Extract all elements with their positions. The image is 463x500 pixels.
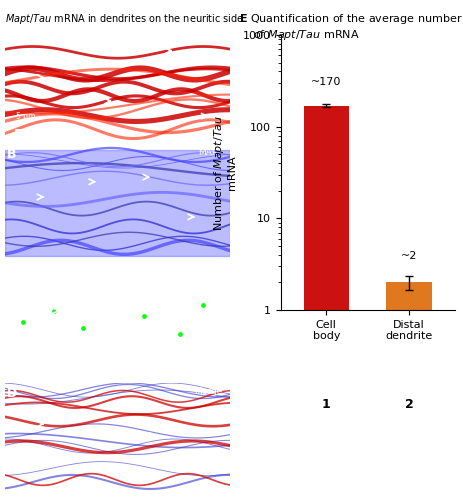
Text: A: A	[7, 28, 17, 42]
Text: Merge: Merge	[194, 386, 222, 396]
Y-axis label: Number of $\it{Mapt/Tau}$
mRNA: Number of $\it{Mapt/Tau}$ mRNA	[212, 114, 237, 230]
Text: 2: 2	[404, 398, 413, 411]
Bar	[386, 282, 431, 500]
Text: $\it{Mapt/Tau}$ mRNA in dendrites on the neuritic side: $\it{Mapt/Tau}$ mRNA in dendrites on the…	[5, 12, 244, 26]
Text: D: D	[7, 386, 17, 400]
Text: MAPT: MAPT	[198, 148, 222, 157]
Bar	[303, 106, 348, 500]
Text: B: B	[7, 148, 16, 161]
Text: ~170: ~170	[310, 77, 341, 87]
Text: MAP2: MAP2	[198, 28, 222, 38]
Text: $\it{Mapt/Tau}$
mRNA: $\it{Mapt/Tau}$ mRNA	[185, 268, 222, 290]
Text: 1: 1	[321, 398, 330, 411]
Text: 5 μm: 5 μm	[16, 112, 35, 121]
Text: ~2: ~2	[400, 252, 416, 262]
Text: $\bf{E}$ Quantification of the average number
    of $\it{Mapt/Tau}$ mRNA: $\bf{E}$ Quantification of the average n…	[238, 12, 462, 42]
Text: C: C	[7, 268, 16, 280]
